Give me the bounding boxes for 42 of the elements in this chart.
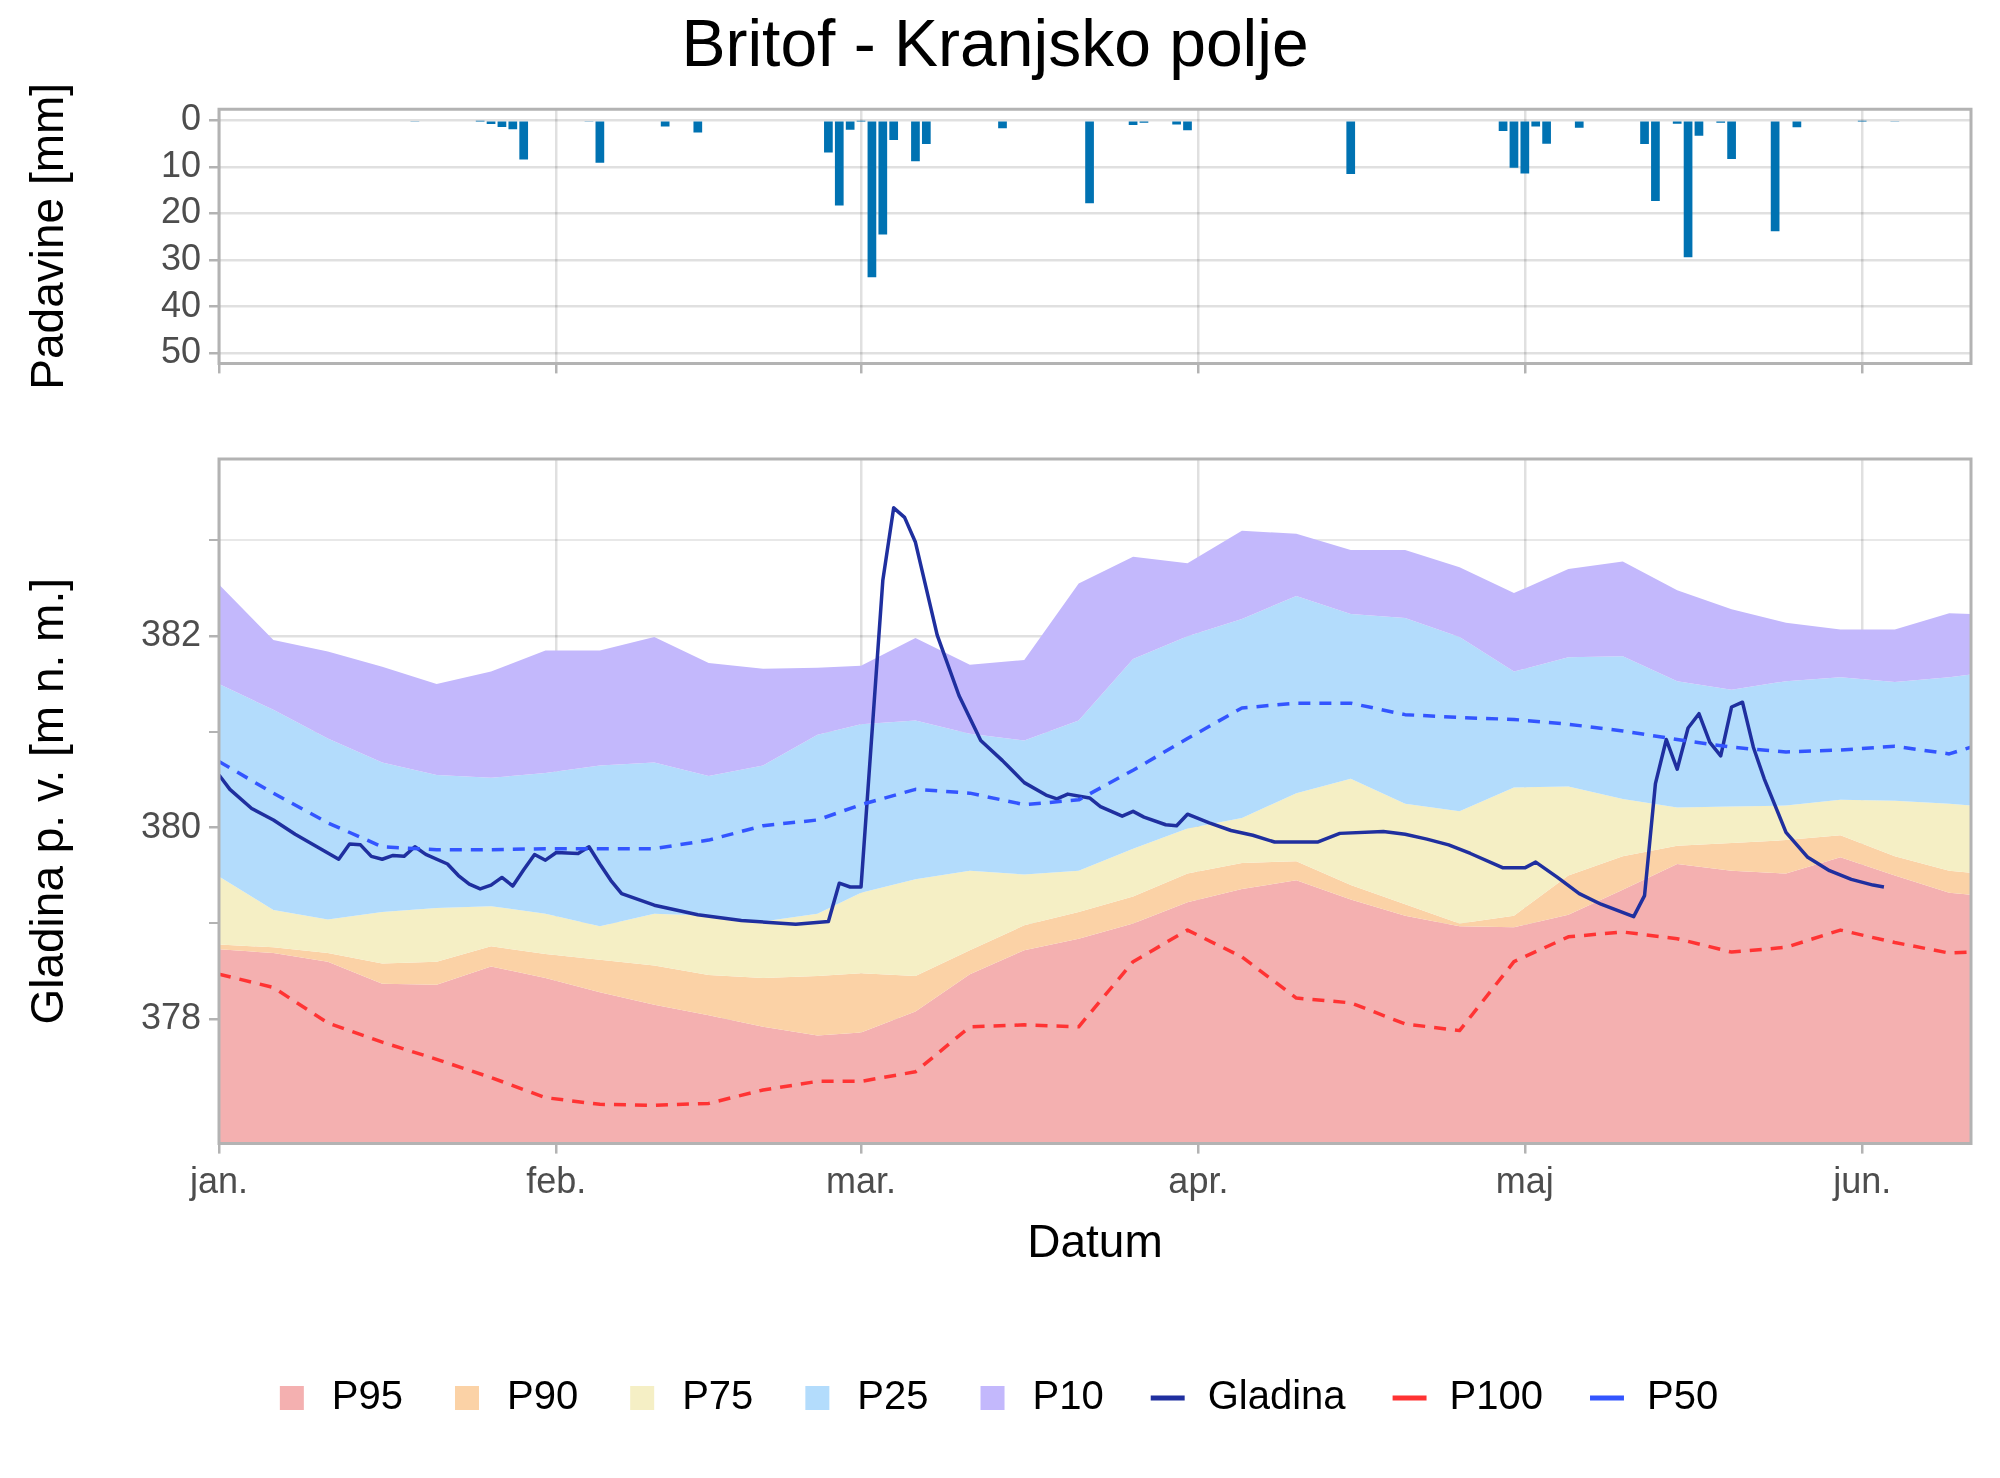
y-tick-label: 50	[160, 330, 201, 372]
bar	[1651, 121, 1660, 201]
x-axis-title: Datum	[1027, 1215, 1163, 1268]
y-tick-label: 0	[180, 97, 201, 139]
legend-label: P10	[1032, 1373, 1104, 1418]
bar	[1520, 121, 1530, 174]
bar	[508, 121, 518, 130]
bar	[595, 121, 605, 163]
x-tick-label: mar.	[826, 1160, 897, 1202]
y-axis-title: Gladina p. v. [m n. m.]	[21, 578, 74, 1025]
x-tick-label: jan.	[188, 1160, 249, 1202]
bar	[1640, 121, 1649, 145]
bar	[1727, 121, 1736, 160]
legend-label: P100	[1449, 1373, 1543, 1418]
bar	[1770, 121, 1780, 232]
bar	[1694, 121, 1704, 136]
y-tick-label: 378	[140, 996, 201, 1038]
x-tick-label: apr.	[1168, 1160, 1229, 1202]
bar	[1683, 121, 1693, 258]
y-tick-label: 40	[160, 283, 201, 325]
y-tick-label: 380	[140, 804, 201, 846]
x-tick-label: maj	[1495, 1160, 1554, 1202]
chart-title: Britof - Kranjsko polje	[681, 5, 1309, 80]
y-tick-label: 30	[160, 236, 201, 278]
y-tick-label: 10	[160, 143, 201, 185]
bar	[1542, 121, 1551, 144]
bar	[1574, 121, 1584, 128]
y-tick-label: 20	[160, 190, 201, 232]
x-tick-label: feb.	[526, 1160, 587, 1202]
legend-label: P50	[1646, 1373, 1719, 1418]
bar	[693, 121, 703, 133]
bar	[1672, 121, 1682, 124]
y-axis-title: Padavine [mm]	[21, 82, 74, 390]
legend-label: P75	[682, 1373, 754, 1418]
bar	[519, 121, 529, 160]
y-tick-label: 382	[140, 613, 201, 655]
x-tick-label: jun.	[1832, 1160, 1892, 1202]
legend-label: P95	[331, 1373, 404, 1418]
legend-label: Gladina	[1207, 1373, 1347, 1418]
legend-label: P25	[857, 1373, 929, 1418]
legend-label: P90	[507, 1373, 579, 1418]
bar	[1509, 121, 1519, 168]
